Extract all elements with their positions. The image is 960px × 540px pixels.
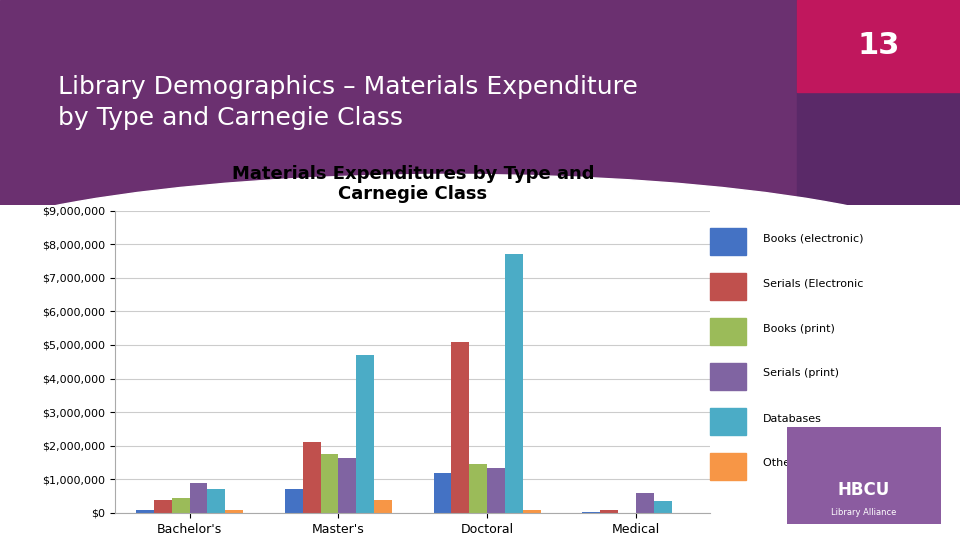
Text: Databases: Databases: [763, 414, 822, 423]
Bar: [710, 228, 747, 255]
Bar: [285, 489, 302, 513]
Text: 13: 13: [857, 31, 900, 59]
Text: Other Formats: Other Formats: [763, 458, 844, 469]
Bar: [710, 273, 747, 300]
Title: Materials Expenditures by Type and
Carnegie Class: Materials Expenditures by Type and Carne…: [231, 165, 594, 204]
Bar: [434, 472, 451, 513]
Bar: [469, 464, 488, 513]
Ellipse shape: [0, 174, 960, 359]
Bar: [710, 453, 747, 480]
Bar: [154, 500, 172, 513]
Bar: [654, 501, 672, 513]
Bar: [710, 408, 747, 435]
Bar: [338, 457, 356, 513]
Text: HBCU: HBCU: [838, 481, 890, 499]
Bar: [505, 254, 523, 513]
Text: Serials (print): Serials (print): [763, 368, 839, 379]
Bar: [710, 363, 747, 390]
Bar: [600, 510, 618, 513]
Text: Library Demographics – Materials Expenditure
by Type and Carnegie Class: Library Demographics – Materials Expendi…: [58, 75, 637, 130]
Bar: [189, 483, 207, 513]
Bar: [797, 0, 960, 205]
Bar: [636, 493, 654, 513]
Bar: [451, 342, 469, 513]
Bar: [172, 498, 189, 513]
Text: Serials (Electronic: Serials (Electronic: [763, 279, 864, 288]
Bar: [302, 442, 321, 513]
Bar: [710, 318, 747, 345]
Text: Books (electronic): Books (electronic): [763, 233, 864, 244]
Bar: [356, 355, 374, 513]
Bar: [321, 454, 338, 513]
Bar: [207, 489, 226, 513]
Bar: [583, 512, 600, 513]
Bar: [226, 510, 243, 513]
Bar: [488, 468, 505, 513]
Text: Books (print): Books (print): [763, 323, 835, 334]
Bar: [136, 510, 154, 513]
Text: Library Alliance: Library Alliance: [831, 508, 897, 517]
Bar: [523, 510, 540, 513]
Bar: [374, 500, 392, 513]
Bar: [797, 0, 960, 92]
